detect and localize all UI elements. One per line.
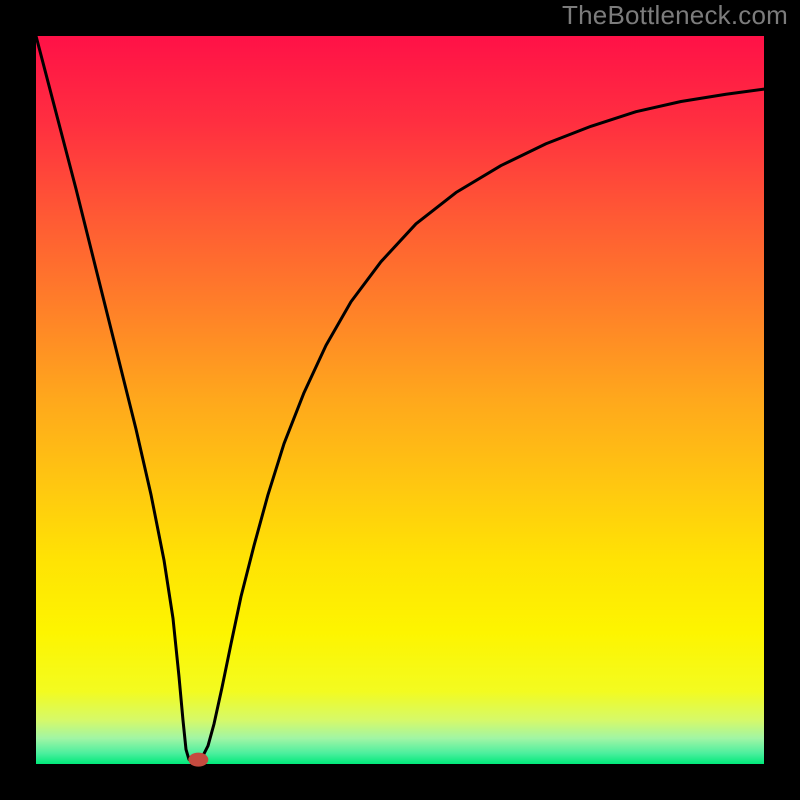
chart-svg [0,0,800,800]
optimum-marker [188,753,208,767]
watermark-text: TheBottleneck.com [562,0,788,31]
bottleneck-chart: TheBottleneck.com [0,0,800,800]
gradient-background [36,36,764,764]
